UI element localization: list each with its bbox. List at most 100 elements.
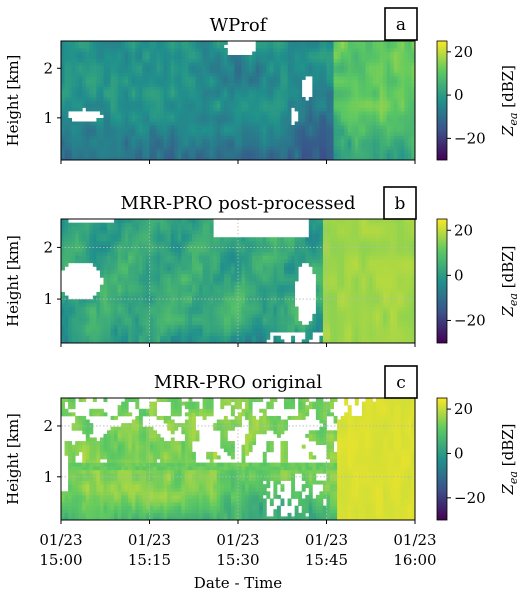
heatmap-cell [157, 226, 161, 230]
heatmap-cell [93, 314, 97, 318]
heatmap-cell [273, 104, 277, 108]
heatmap-cell [224, 153, 228, 157]
heatmap-cell [220, 292, 224, 296]
heatmap-cell [150, 55, 154, 59]
heatmap-cell [355, 122, 359, 126]
heatmap-cell [121, 234, 125, 238]
heatmap-cell [111, 245, 115, 249]
heatmap-cell [231, 62, 235, 66]
heatmap-cell [100, 59, 104, 63]
heatmap-cell [142, 55, 146, 59]
heatmap-cell [121, 115, 125, 119]
heatmap-cell [273, 59, 277, 63]
heatmap-cell [330, 118, 334, 122]
heatmap-cell [86, 317, 90, 321]
heatmap-cell [238, 97, 242, 101]
heatmap-cell [404, 48, 408, 52]
heatmap-cell [132, 132, 136, 136]
heatmap-cell [327, 125, 331, 129]
heatmap-cell [86, 241, 90, 245]
heatmap-cell [86, 146, 90, 150]
heatmap-cell [103, 223, 107, 227]
heatmap-cell [327, 104, 331, 108]
heatmap-cell [72, 325, 76, 329]
heatmap-cell [167, 101, 171, 105]
heatmap-cell [79, 73, 83, 77]
heatmap-cell [118, 281, 122, 285]
heatmap-cell [387, 136, 391, 140]
heatmap-cell [125, 146, 129, 150]
heatmap-cell [401, 143, 405, 147]
heatmap-cell [199, 83, 203, 87]
heatmap-cell [178, 310, 182, 314]
heatmap-cell [125, 118, 129, 122]
heatmap-cell [103, 108, 107, 112]
heatmap-cell [82, 150, 86, 154]
heatmap-cell [121, 336, 125, 340]
heatmap-cell [160, 118, 164, 122]
heatmap-cell [341, 143, 345, 147]
heatmap-cell [319, 55, 323, 59]
heatmap-cell [160, 59, 164, 63]
heatmap-cell [82, 153, 86, 157]
heatmap-cell [231, 55, 235, 59]
heatmap-cell [203, 83, 207, 87]
heatmap-cell [316, 129, 320, 133]
heatmap-cell [259, 83, 263, 87]
heatmap-cell [192, 226, 196, 230]
heatmap-cell [213, 45, 217, 49]
heatmap-cell [86, 248, 90, 252]
heatmap-cell [334, 132, 338, 136]
heatmap-cell [164, 83, 168, 87]
heatmap-cell [188, 285, 192, 289]
heatmap-cell [394, 55, 398, 59]
heatmap-cell [103, 259, 107, 263]
heatmap-cell [259, 129, 263, 133]
heatmap-cell [68, 328, 72, 332]
heatmap-cell [288, 143, 292, 147]
heatmap-cell [192, 223, 196, 227]
heatmap-cell [121, 314, 125, 318]
heatmap-cell [227, 281, 231, 285]
heatmap-cell [188, 299, 192, 303]
heatmap-cell [89, 255, 93, 259]
heatmap-cell [358, 129, 362, 133]
heatmap-cell [181, 332, 185, 336]
heatmap-cell [394, 146, 398, 150]
heatmap-cell [365, 55, 369, 59]
heatmap-cell [146, 115, 150, 119]
heatmap-cell [196, 285, 200, 289]
heatmap-cell [245, 62, 249, 66]
heatmap-cell [61, 115, 65, 119]
heatmap-cell [351, 45, 355, 49]
heatmap-cell [397, 55, 401, 59]
heatmap-cell [213, 115, 217, 119]
heatmap-cell [114, 69, 118, 73]
heatmap-cell [114, 83, 118, 87]
heatmap-cell [309, 69, 313, 73]
heatmap-cell [75, 59, 79, 63]
heatmap-cell [114, 41, 118, 45]
heatmap-cell [312, 136, 316, 140]
heatmap-cell [68, 143, 72, 147]
heatmap-cell [192, 66, 196, 70]
heatmap-cell [266, 136, 270, 140]
heatmap-cell [351, 153, 355, 157]
heatmap-cell [139, 101, 143, 105]
heatmap-cell [277, 129, 281, 133]
heatmap-cell [171, 73, 175, 77]
heatmap-cell [220, 73, 224, 77]
heatmap-cell [132, 241, 136, 245]
heatmap-cell [107, 108, 111, 112]
heatmap-cell [231, 255, 235, 259]
heatmap-cell [188, 83, 192, 87]
heatmap-cell [334, 101, 338, 105]
heatmap-cell [231, 259, 235, 263]
heatmap-cell [224, 115, 228, 119]
heatmap-cell [118, 66, 122, 70]
heatmap-cell [185, 132, 189, 136]
heatmap-cell [252, 108, 256, 112]
heatmap-cell [302, 115, 306, 119]
heatmap-cell [86, 97, 90, 101]
heatmap-cell [231, 108, 235, 112]
